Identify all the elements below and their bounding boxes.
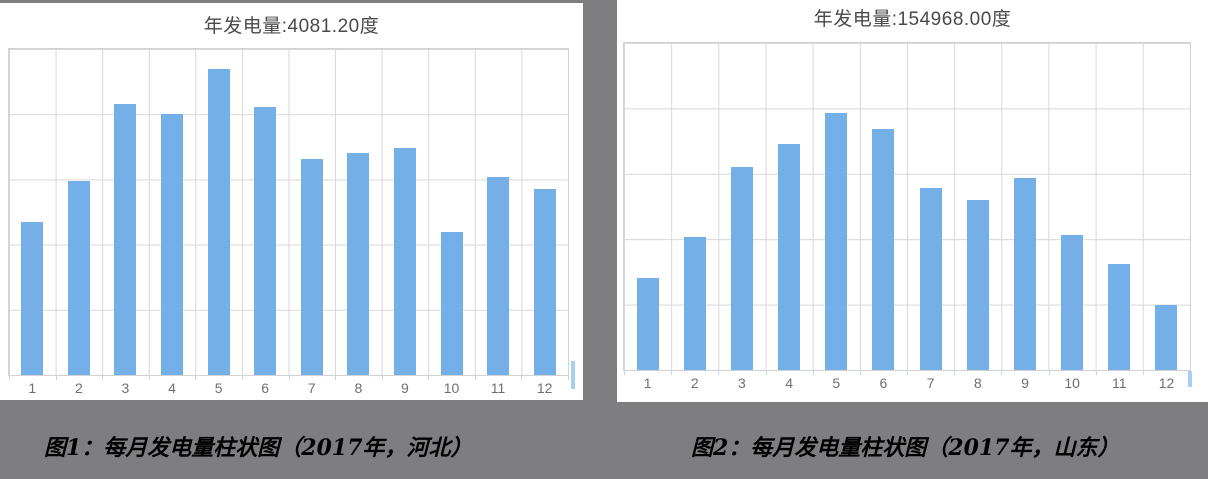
x-axis-label: 7 <box>926 375 935 391</box>
bar-month-2[interactable] <box>67 180 90 375</box>
plot-area[interactable]: 1 2 3 4 5 6 7 8 9 10 11 12 <box>8 48 569 395</box>
x-tick <box>671 370 673 375</box>
bar-month-2[interactable] <box>683 236 706 370</box>
axis-pointer-artifact <box>571 361 575 389</box>
figure-caption-1: 图1：每月发电量柱状图（2017年，河北） <box>44 435 473 461</box>
x-tick <box>624 370 625 375</box>
bar-month-6[interactable] <box>254 107 277 375</box>
x-tick <box>55 375 57 380</box>
grid-lines <box>624 43 1190 370</box>
x-axis-label: 12 <box>536 380 553 396</box>
x-axis-label: 9 <box>401 380 409 396</box>
x-axis-ticks <box>9 375 569 382</box>
x-tick <box>474 375 476 380</box>
x-axis-label: 5 <box>214 380 223 396</box>
bar-month-7[interactable] <box>919 188 942 370</box>
x-tick <box>1142 370 1144 375</box>
bar-month-4[interactable] <box>161 113 184 375</box>
bar-month-3[interactable] <box>114 103 137 375</box>
x-axis-label: 5 <box>832 375 841 391</box>
bar-month-9[interactable] <box>393 148 416 375</box>
bar-month-11[interactable] <box>1108 264 1131 370</box>
bars-layer <box>9 49 568 375</box>
axis-pointer-artifact <box>1188 371 1192 387</box>
bar-month-12[interactable] <box>1155 305 1178 370</box>
x-axis-label: 11 <box>1112 375 1127 391</box>
bar-month-3[interactable] <box>730 166 753 370</box>
x-tick <box>335 375 337 380</box>
x-axis-ticks <box>624 370 1191 377</box>
x-tick <box>381 375 383 380</box>
bar-month-6[interactable] <box>872 128 895 370</box>
x-tick <box>521 375 523 380</box>
bar-month-5[interactable] <box>207 69 230 375</box>
x-tick <box>859 370 861 375</box>
grid-lines <box>9 49 568 375</box>
x-axis-label: 1 <box>28 380 37 396</box>
x-tick <box>241 375 243 380</box>
x-axis-label: 2 <box>74 380 83 396</box>
x-tick <box>1001 370 1003 375</box>
x-tick <box>1095 370 1097 375</box>
x-axis-label: 12 <box>1158 375 1175 391</box>
x-axis-label: 6 <box>261 380 270 396</box>
x-tick <box>907 370 908 375</box>
x-axis-label: 8 <box>354 380 363 396</box>
bar-month-9[interactable] <box>1013 178 1036 370</box>
bars-layer <box>624 43 1190 370</box>
x-axis-label: 3 <box>738 375 746 391</box>
x-tick <box>568 375 569 380</box>
chart-title: 年发电量:4081.20度 <box>203 16 380 37</box>
x-axis-label: 8 <box>973 375 982 391</box>
x-tick <box>954 370 956 375</box>
x-tick <box>288 375 290 380</box>
chart-panel-shandong: 年发电量:154968.00度 1 2 3 4 5 6 7 8 9 10 11 12 <box>617 0 1208 402</box>
bar-month-5[interactable] <box>825 112 848 370</box>
x-axis-label: 4 <box>168 380 176 396</box>
x-axis-label: 3 <box>121 380 130 396</box>
x-axis-label: 9 <box>1021 375 1029 391</box>
bar-month-1[interactable] <box>21 222 44 375</box>
bar-month-1[interactable] <box>636 278 659 370</box>
x-tick <box>102 375 104 380</box>
bar-month-10[interactable] <box>440 232 463 375</box>
x-axis-label: 4 <box>785 375 793 391</box>
x-tick <box>428 375 430 380</box>
bar-month-10[interactable] <box>1061 234 1084 370</box>
x-tick <box>148 375 150 380</box>
x-axis-label: 10 <box>1064 375 1080 391</box>
x-tick <box>812 370 814 375</box>
bar-month-12[interactable] <box>533 188 556 375</box>
chart-panel-hebei: 年发电量:4081.20度 1 2 3 4 5 6 7 8 9 10 11 12 <box>0 3 583 400</box>
plot-area[interactable]: 1 2 3 4 5 6 7 8 9 10 11 12 <box>623 42 1191 390</box>
figure-caption-2: 图2：每月发电量柱状图（2017年，山东） <box>691 435 1120 461</box>
x-axis-label: 11 <box>490 380 506 396</box>
x-tick <box>195 375 197 380</box>
x-axis-labels: 1 2 3 4 5 6 7 8 9 10 11 12 <box>624 376 1190 392</box>
chart-title: 年发电量:154968.00度 <box>813 9 1012 30</box>
bar-month-4[interactable] <box>778 144 801 370</box>
x-axis-label: 7 <box>307 380 316 396</box>
x-tick <box>718 370 720 375</box>
bar-month-8[interactable] <box>966 199 989 370</box>
x-axis-labels: 1 2 3 4 5 6 7 8 9 10 11 12 <box>9 381 568 397</box>
x-axis-label: 2 <box>690 375 699 391</box>
bar-month-11[interactable] <box>487 177 510 375</box>
x-axis-label: 6 <box>879 375 888 391</box>
x-tick <box>9 375 10 380</box>
x-axis-label: 1 <box>643 375 652 391</box>
x-tick <box>765 370 767 375</box>
x-axis-label: 10 <box>443 380 460 396</box>
bar-month-7[interactable] <box>300 158 323 375</box>
x-tick <box>1048 370 1050 375</box>
bar-month-8[interactable] <box>347 153 370 375</box>
